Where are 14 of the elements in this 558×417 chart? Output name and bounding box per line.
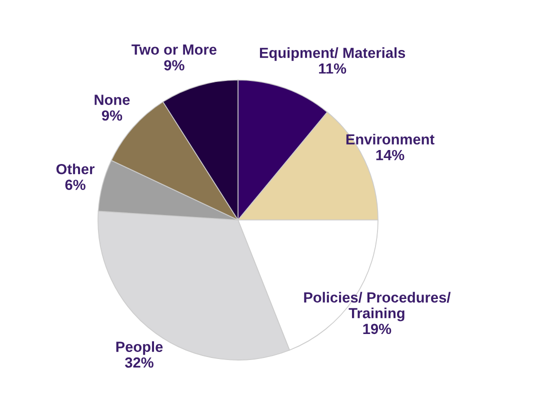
data-label: 6% (65, 180, 86, 190)
data-label: 14% (376, 150, 404, 160)
slice-label: Other (56, 164, 95, 174)
slice-label: Equipment/ Materials (260, 47, 406, 61)
data-label: 9% (102, 110, 122, 121)
slice-label: Environment (346, 134, 434, 145)
slice-label: Two or More (132, 44, 217, 55)
data-label: 19% (363, 324, 392, 334)
slice-label: Policies/ Procedures/ Training (304, 292, 451, 322)
data-label: 32% (124, 357, 154, 368)
data-label: 9% (164, 60, 184, 70)
slice-label: None (94, 94, 130, 105)
data-label: 11% (319, 63, 346, 74)
slice-label: People (116, 341, 163, 355)
